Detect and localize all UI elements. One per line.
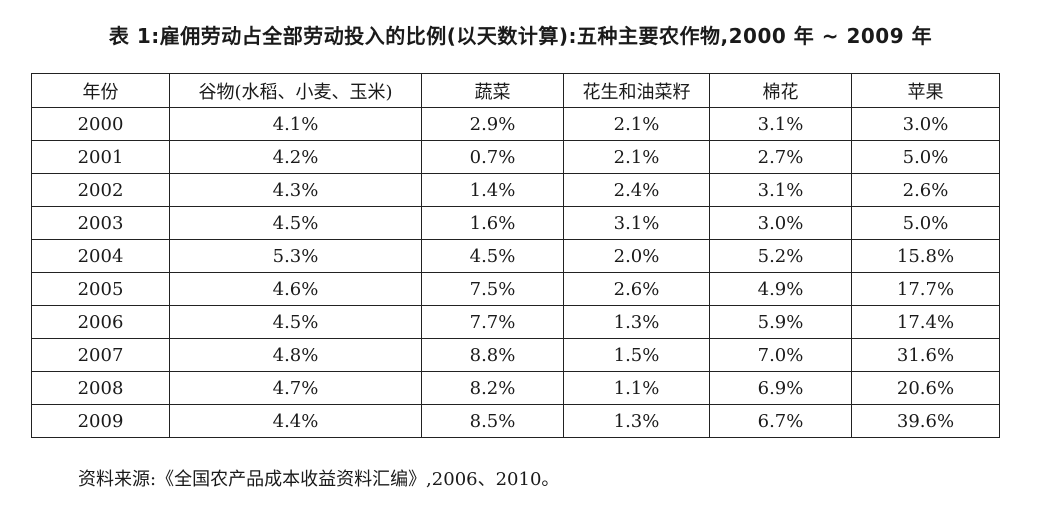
cell-grains: 4.6% bbox=[170, 273, 422, 306]
table-row: 20094.4%8.5%1.3%6.7%39.6% bbox=[32, 405, 1000, 438]
cell-cotton: 3.0% bbox=[710, 207, 852, 240]
cell-year: 2004 bbox=[32, 240, 170, 273]
table-row: 20064.5%7.7%1.3%5.9%17.4% bbox=[32, 306, 1000, 339]
cell-apples: 31.6% bbox=[852, 339, 1000, 372]
cell-grains: 4.5% bbox=[170, 306, 422, 339]
cell-cotton: 3.1% bbox=[710, 174, 852, 207]
column-header-grains: 谷物(水稻、小麦、玉米) bbox=[170, 74, 422, 108]
cell-peanuts-rapeseed: 1.3% bbox=[564, 405, 710, 438]
table-row: 20004.1%2.9%2.1%3.1%3.0% bbox=[32, 108, 1000, 141]
cell-vegetables: 2.9% bbox=[422, 108, 564, 141]
cell-apples: 2.6% bbox=[852, 174, 1000, 207]
cell-vegetables: 8.8% bbox=[422, 339, 564, 372]
cell-apples: 3.0% bbox=[852, 108, 1000, 141]
cell-grains: 4.3% bbox=[170, 174, 422, 207]
cell-cotton: 5.2% bbox=[710, 240, 852, 273]
table-row: 20054.6%7.5%2.6%4.9%17.7% bbox=[32, 273, 1000, 306]
cell-vegetables: 7.5% bbox=[422, 273, 564, 306]
cell-grains: 4.4% bbox=[170, 405, 422, 438]
table-title: 表 1:雇佣劳动占全部劳动投入的比例(以天数计算):五种主要农作物,2000 年… bbox=[0, 20, 1041, 49]
column-header-apples: 苹果 bbox=[852, 74, 1000, 108]
cell-grains: 5.3% bbox=[170, 240, 422, 273]
table-row: 20024.3%1.4%2.4%3.1%2.6% bbox=[32, 174, 1000, 207]
cell-year: 2009 bbox=[32, 405, 170, 438]
table-row: 20084.7%8.2%1.1%6.9%20.6% bbox=[32, 372, 1000, 405]
table-header-row: 年份 谷物(水稻、小麦、玉米) 蔬菜 花生和油菜籽 棉花 苹果 bbox=[32, 74, 1000, 108]
table-row: 20034.5%1.6%3.1%3.0%5.0% bbox=[32, 207, 1000, 240]
cell-year: 2008 bbox=[32, 372, 170, 405]
cell-year: 2005 bbox=[32, 273, 170, 306]
cell-peanuts-rapeseed: 2.1% bbox=[564, 108, 710, 141]
cell-cotton: 5.9% bbox=[710, 306, 852, 339]
cell-apples: 17.4% bbox=[852, 306, 1000, 339]
data-table: 年份 谷物(水稻、小麦、玉米) 蔬菜 花生和油菜籽 棉花 苹果 20004.1%… bbox=[31, 73, 1000, 438]
cell-apples: 5.0% bbox=[852, 141, 1000, 174]
cell-cotton: 2.7% bbox=[710, 141, 852, 174]
cell-apples: 5.0% bbox=[852, 207, 1000, 240]
cell-peanuts-rapeseed: 2.0% bbox=[564, 240, 710, 273]
cell-grains: 4.1% bbox=[170, 108, 422, 141]
cell-year: 2003 bbox=[32, 207, 170, 240]
cell-grains: 4.7% bbox=[170, 372, 422, 405]
cell-vegetables: 8.5% bbox=[422, 405, 564, 438]
table-row: 20045.3%4.5%2.0%5.2%15.8% bbox=[32, 240, 1000, 273]
cell-year: 2001 bbox=[32, 141, 170, 174]
cell-vegetables: 0.7% bbox=[422, 141, 564, 174]
cell-peanuts-rapeseed: 2.1% bbox=[564, 141, 710, 174]
cell-cotton: 6.9% bbox=[710, 372, 852, 405]
cell-peanuts-rapeseed: 2.4% bbox=[564, 174, 710, 207]
cell-apples: 20.6% bbox=[852, 372, 1000, 405]
cell-cotton: 3.1% bbox=[710, 108, 852, 141]
cell-apples: 15.8% bbox=[852, 240, 1000, 273]
column-header-vegetables: 蔬菜 bbox=[422, 74, 564, 108]
cell-vegetables: 8.2% bbox=[422, 372, 564, 405]
cell-peanuts-rapeseed: 1.1% bbox=[564, 372, 710, 405]
table-body: 20004.1%2.9%2.1%3.1%3.0%20014.2%0.7%2.1%… bbox=[32, 108, 1000, 438]
cell-peanuts-rapeseed: 2.6% bbox=[564, 273, 710, 306]
cell-cotton: 4.9% bbox=[710, 273, 852, 306]
cell-year: 2006 bbox=[32, 306, 170, 339]
cell-year: 2000 bbox=[32, 108, 170, 141]
cell-apples: 17.7% bbox=[852, 273, 1000, 306]
cell-grains: 4.2% bbox=[170, 141, 422, 174]
source-note: 资料来源:《全国农产品成本收益资料汇编》,2006、2010。 bbox=[78, 465, 559, 491]
column-header-year: 年份 bbox=[32, 74, 170, 108]
cell-peanuts-rapeseed: 3.1% bbox=[564, 207, 710, 240]
cell-apples: 39.6% bbox=[852, 405, 1000, 438]
cell-vegetables: 4.5% bbox=[422, 240, 564, 273]
table-row: 20014.2%0.7%2.1%2.7%5.0% bbox=[32, 141, 1000, 174]
cell-peanuts-rapeseed: 1.3% bbox=[564, 306, 710, 339]
cell-peanuts-rapeseed: 1.5% bbox=[564, 339, 710, 372]
cell-grains: 4.8% bbox=[170, 339, 422, 372]
cell-grains: 4.5% bbox=[170, 207, 422, 240]
table-row: 20074.8%8.8%1.5%7.0%31.6% bbox=[32, 339, 1000, 372]
cell-vegetables: 1.4% bbox=[422, 174, 564, 207]
cell-year: 2002 bbox=[32, 174, 170, 207]
column-header-peanuts-rapeseed: 花生和油菜籽 bbox=[564, 74, 710, 108]
cell-vegetables: 7.7% bbox=[422, 306, 564, 339]
cell-vegetables: 1.6% bbox=[422, 207, 564, 240]
cell-year: 2007 bbox=[32, 339, 170, 372]
cell-cotton: 7.0% bbox=[710, 339, 852, 372]
column-header-cotton: 棉花 bbox=[710, 74, 852, 108]
cell-cotton: 6.7% bbox=[710, 405, 852, 438]
